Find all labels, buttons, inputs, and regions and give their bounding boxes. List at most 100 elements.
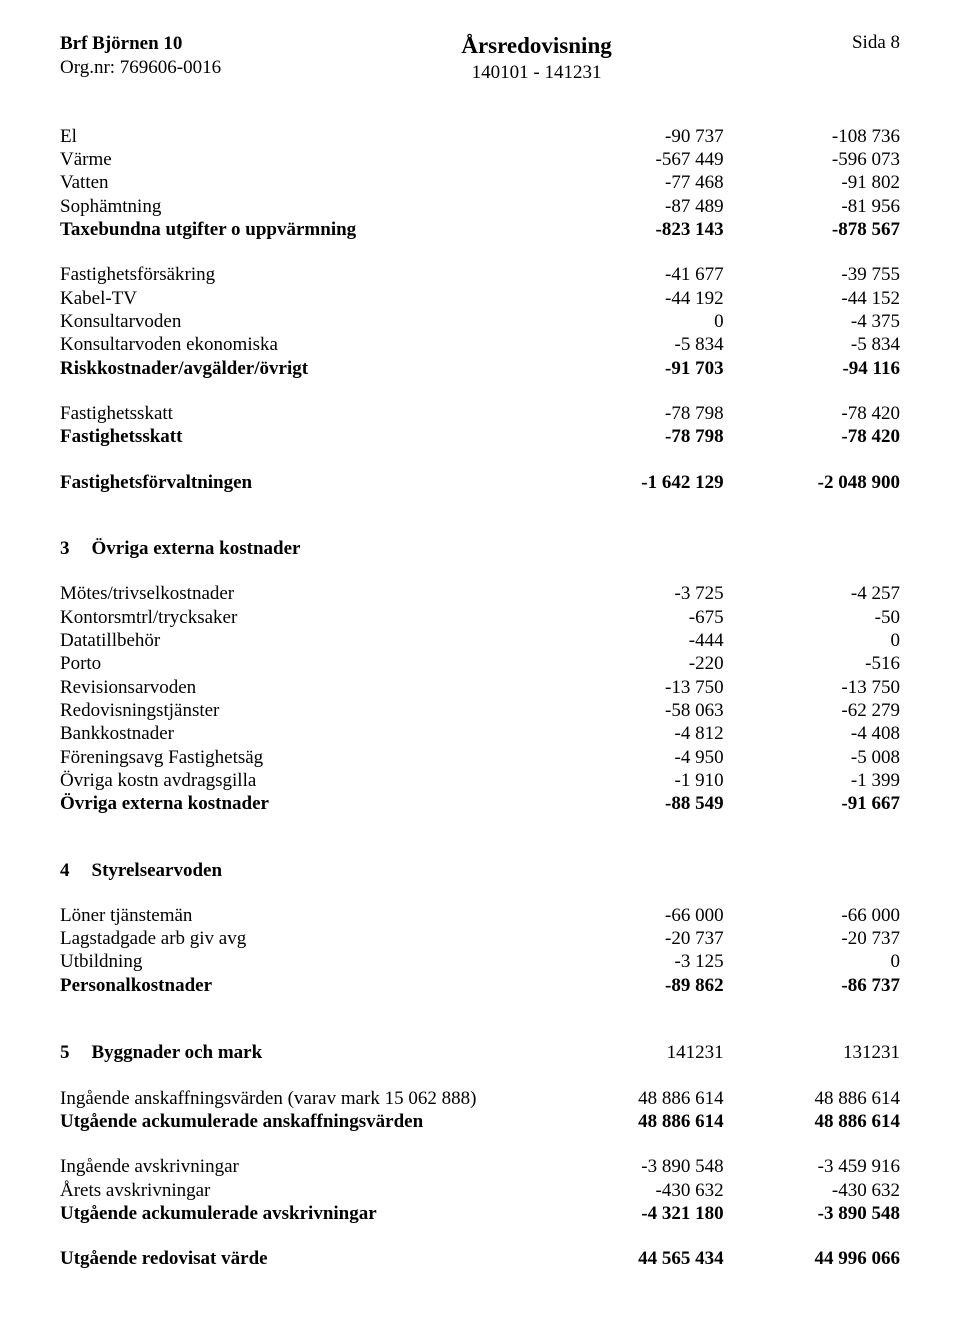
cell-value: -78 798 (547, 425, 723, 448)
section-heading-5: 5 Byggnader och mark 141231 131231 (60, 1041, 900, 1064)
cell-value: 48 886 614 (547, 1087, 723, 1110)
cell-label: Konsultarvoden (60, 310, 547, 333)
table-row: Vatten-77 468-91 802 (60, 171, 900, 194)
table-row: Årets avskrivningar-430 632-430 632 (60, 1179, 900, 1202)
cell-value: -596 073 (724, 148, 900, 171)
cell-value: -4 321 180 (547, 1202, 723, 1225)
table-row: Utgående redovisat värde44 565 43444 996… (60, 1247, 900, 1270)
section-title: Övriga externa kostnader (92, 538, 301, 559)
cell-label: Utgående ackumulerade anskaffningsvärden (60, 1110, 547, 1133)
table-row: Konsultarvoden ekonomiska-5 834-5 834 (60, 333, 900, 356)
cell-value: -4 375 (724, 310, 900, 333)
row-fastighetsforvaltningen: Fastighetsförvaltningen -1 642 129 -2 04… (60, 471, 900, 494)
cell-value: -89 862 (547, 974, 723, 997)
table-fastighet-c: Fastighetsskatt-78 798-78 420Fastighetss… (60, 380, 900, 449)
cell-value: 48 886 614 (547, 1110, 723, 1133)
cell-label: Bankkostnader (60, 722, 547, 745)
cell-value: -3 890 548 (724, 1202, 900, 1225)
cell-label: Kabel-TV (60, 287, 547, 310)
cell-value: 44 565 434 (547, 1247, 723, 1270)
cell-label: Föreningsavg Fastighetsäg (60, 746, 547, 769)
cell-value: -44 192 (547, 287, 723, 310)
cell-value: -81 956 (724, 195, 900, 218)
cell-value: -3 890 548 (547, 1155, 723, 1178)
table-row: Värme-567 449-596 073 (60, 148, 900, 171)
section-title: Byggnader och mark (92, 1042, 263, 1063)
cell-value: -78 420 (724, 425, 900, 448)
cell-value: -5 834 (547, 333, 723, 356)
cell-value: -108 736 (724, 125, 900, 148)
cell-value: -78 798 (547, 402, 723, 425)
cell-value: 0 (724, 629, 900, 652)
cell-value: -1 910 (547, 769, 723, 792)
report-period: 140101 - 141231 (461, 61, 611, 85)
table-row: Konsultarvoden0-4 375 (60, 310, 900, 333)
table-row: Redovisningstjänster-58 063-62 279 (60, 699, 900, 722)
cell-label: Porto (60, 652, 547, 675)
cell-value: 48 886 614 (724, 1087, 900, 1110)
cell-value: -39 755 (724, 263, 900, 286)
cell-value: -675 (547, 606, 723, 629)
cell-label: Lagstadgade arb giv avg (60, 927, 547, 950)
cell-label: Utgående redovisat värde (60, 1247, 547, 1270)
section-heading-4: 4Styrelsearvoden (60, 860, 900, 882)
cell-label: Årets avskrivningar (60, 1179, 547, 1202)
cell-value: -4 257 (724, 582, 900, 605)
org-name: Brf Björnen 10 (60, 32, 221, 56)
cell-value: -66 000 (724, 904, 900, 927)
cell-value: -878 567 (724, 218, 900, 241)
cell-label: Löner tjänstemän (60, 904, 547, 927)
table-row: Lagstadgade arb giv avg-20 737-20 737 (60, 927, 900, 950)
report-title: Årsredovisning (461, 32, 611, 61)
org-number: Org.nr: 769606-0016 (60, 56, 221, 80)
cell-value: -91 667 (724, 792, 900, 815)
table-row: Ingående anskaffningsvärden (varav mark … (60, 1087, 900, 1110)
cell-value: -5 834 (724, 333, 900, 356)
col-header: 141231 (547, 1041, 723, 1064)
table-row: Mötes/trivselkostnader-3 725-4 257 (60, 582, 900, 605)
cell-value: -5 008 (724, 746, 900, 769)
cell-value: -430 632 (547, 1179, 723, 1202)
section-heading-3: 3Övriga externa kostnader (60, 538, 900, 560)
table-styrelsearvoden: Löner tjänstemän-66 000-66 000Lagstadgad… (60, 882, 900, 1041)
table-row: Sophämtning-87 489-81 956 (60, 195, 900, 218)
cell-label: Mötes/trivselkostnader (60, 582, 547, 605)
cell-value: -62 279 (724, 699, 900, 722)
cell-value: 0 (724, 950, 900, 973)
cell-value: -4 950 (547, 746, 723, 769)
table-row: Utgående ackumulerade avskrivningar-4 32… (60, 1202, 900, 1225)
header-left: Brf Björnen 10 Org.nr: 769606-0016 (60, 32, 221, 80)
cell-value: -90 737 (547, 125, 723, 148)
cell-value: 44 996 066 (724, 1247, 900, 1270)
cell-value: -516 (724, 652, 900, 675)
cell-value: -58 063 (547, 699, 723, 722)
table-row: Riskkostnader/avgälder/övrigt-91 703-94 … (60, 357, 900, 380)
cell-value: -66 000 (547, 904, 723, 927)
cell-value: -2 048 900 (724, 471, 900, 494)
cell-label: Konsultarvoden ekonomiska (60, 333, 547, 356)
cell-label: Fastighetsförvaltningen (60, 471, 547, 494)
cell-value: -50 (724, 606, 900, 629)
table-fastighet-b: Fastighetsförsäkring-41 677-39 755Kabel-… (60, 241, 900, 380)
cell-value: -1 642 129 (547, 471, 723, 494)
cell-label: Sophämtning (60, 195, 547, 218)
table-row: Utgående ackumulerade anskaffningsvärden… (60, 1110, 900, 1133)
cell-label: Revisionsarvoden (60, 676, 547, 699)
table-row: Övriga kostn avdragsgilla-1 910-1 399 (60, 769, 900, 792)
cell-label: Ingående avskrivningar (60, 1155, 547, 1178)
table-row: El-90 737-108 736 (60, 125, 900, 148)
section-heading-5-row: 5 Byggnader och mark 141231 131231 Ingåen… (60, 1041, 900, 1271)
col-header: 131231 (724, 1041, 900, 1064)
cell-value: -44 152 (724, 287, 900, 310)
cell-label: El (60, 125, 547, 148)
cell-label: Utgående ackumulerade avskrivningar (60, 1202, 547, 1225)
cell-label: Redovisningstjänster (60, 699, 547, 722)
section-number: 5 (60, 1042, 70, 1063)
cell-value: -4 812 (547, 722, 723, 745)
section-number: 4 (60, 860, 70, 881)
cell-value: -87 489 (547, 195, 723, 218)
header-center: Årsredovisning 140101 - 141231 (461, 32, 611, 85)
table-row: Löner tjänstemän-66 000-66 000 (60, 904, 900, 927)
table-row: Övriga externa kostnader-88 549-91 667 (60, 792, 900, 815)
cell-label: Värme (60, 148, 547, 171)
